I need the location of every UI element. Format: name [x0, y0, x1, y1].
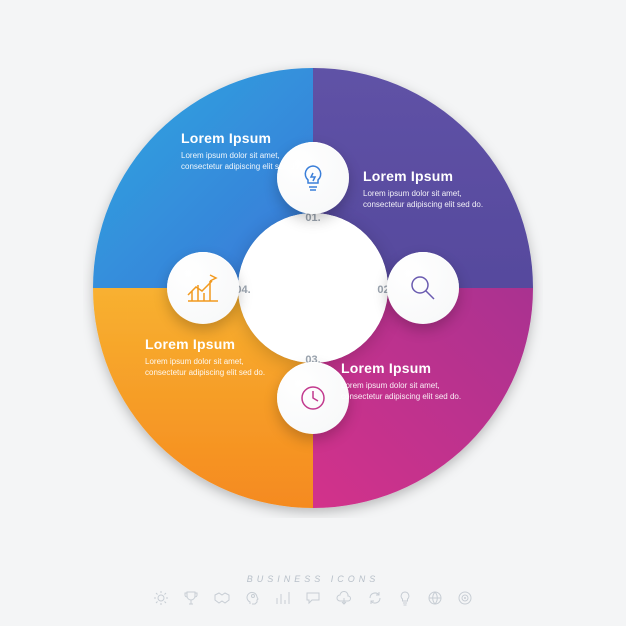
footer: BUSINESS ICONS [153, 574, 473, 606]
segment-title: Lorem Ipsum [181, 130, 321, 146]
icon-bubble-2 [387, 252, 459, 324]
segment-title: Lorem Ipsum [341, 360, 481, 376]
footer-icon-row [153, 590, 473, 606]
segment-text-4: Lorem Ipsum Lorem ipsum dolor sit amet, … [145, 336, 285, 378]
icon-bubble-3 [277, 362, 349, 434]
segment-body: Lorem ipsum dolor sit amet, consectetur … [363, 188, 503, 210]
trophy-icon [183, 590, 199, 606]
target-icon [457, 590, 473, 606]
footer-label: BUSINESS ICONS [153, 574, 473, 584]
gear-icon [153, 590, 169, 606]
handshake-icon [213, 590, 231, 606]
clock-icon [297, 382, 329, 414]
segment-text-2: Lorem Ipsum Lorem ipsum dolor sit amet, … [363, 168, 503, 210]
segment-title: Lorem Ipsum [363, 168, 503, 184]
segment-body: Lorem ipsum dolor sit amet, consectetur … [181, 150, 321, 172]
cloud-down-icon [335, 590, 353, 606]
segment-title: Lorem Ipsum [145, 336, 285, 352]
speech-icon [305, 590, 321, 606]
head-gear-icon [245, 590, 261, 606]
segment-body: Lorem ipsum dolor sit amet, consectetur … [341, 380, 481, 402]
cycle-icon [367, 590, 383, 606]
bulb-icon [397, 590, 413, 606]
barchart-flag-icon [186, 273, 220, 303]
circular-infographic: 01. 02. 03. 04. Lorem Ipsum Lorem ipsum … [83, 58, 543, 518]
magnifier-icon [407, 272, 439, 304]
segment-text-1: Lorem Ipsum Lorem ipsum dolor sit amet, … [181, 130, 321, 172]
segment-body: Lorem ipsum dolor sit amet, consectetur … [145, 356, 285, 378]
segment-text-3: Lorem Ipsum Lorem ipsum dolor sit amet, … [341, 360, 481, 402]
icon-bubble-4 [167, 252, 239, 324]
bars-icon [275, 590, 291, 606]
globe-icon [427, 590, 443, 606]
